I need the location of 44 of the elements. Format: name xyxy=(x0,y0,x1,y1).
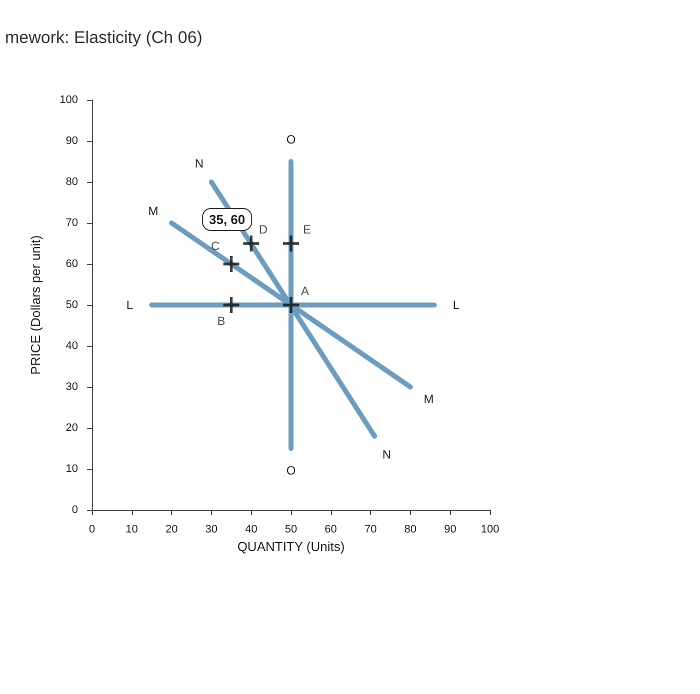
series-label: N xyxy=(194,156,204,171)
point xyxy=(223,256,240,272)
y-tick-label: 20 xyxy=(66,422,78,434)
x-tick-label: 100 xyxy=(480,524,500,536)
y-tick-label: 90 xyxy=(66,135,78,147)
y-tick-label: 50 xyxy=(66,299,78,311)
series-label: M xyxy=(424,392,434,406)
y-tick-label: 80 xyxy=(66,176,78,188)
x-tick-label: 70 xyxy=(364,524,377,536)
x-tick-label: 40 xyxy=(245,524,258,536)
annotation: B xyxy=(217,314,226,328)
text: L xyxy=(452,298,460,312)
point xyxy=(283,236,299,252)
annotation: 35, 60 xyxy=(209,212,246,227)
x-tick-label: 20 xyxy=(165,524,178,536)
x-tick-label: 80 xyxy=(404,524,417,536)
annotation: C xyxy=(210,239,220,253)
annotation: E xyxy=(302,222,312,236)
x-tick-label: 90 xyxy=(444,524,456,536)
y-tick-label: 40 xyxy=(66,340,78,352)
y-tick-label: 10 xyxy=(66,463,78,475)
y-tick-label: 60 xyxy=(66,258,78,270)
text: M xyxy=(148,204,158,218)
annotation: D xyxy=(258,222,268,236)
series-label: O xyxy=(286,132,296,146)
annotation: A xyxy=(300,284,310,298)
x-tick-label: 0 xyxy=(88,524,96,536)
y-tick-label: 100 xyxy=(60,94,78,106)
point xyxy=(243,236,260,252)
x-tick-label: 50 xyxy=(284,524,298,536)
y-axis-title: PRICE (Dollars per unit) xyxy=(28,235,43,375)
point xyxy=(223,297,240,313)
x-tick-label: 10 xyxy=(126,524,138,536)
point xyxy=(283,297,299,313)
x-axis-title: QUANTITY (Units) xyxy=(237,539,345,554)
text: N xyxy=(382,448,392,462)
y-tick-label: 70 xyxy=(66,217,78,229)
x-tick-label: 30 xyxy=(205,524,218,536)
y-tick-label: 0 xyxy=(72,504,78,516)
chart-title: mework: Elasticity (Ch 06) xyxy=(5,28,202,47)
text: O xyxy=(286,464,296,478)
x-tick-label: 60 xyxy=(324,524,337,536)
series-label: L xyxy=(126,298,134,312)
y-tick-label: 30 xyxy=(66,381,78,393)
